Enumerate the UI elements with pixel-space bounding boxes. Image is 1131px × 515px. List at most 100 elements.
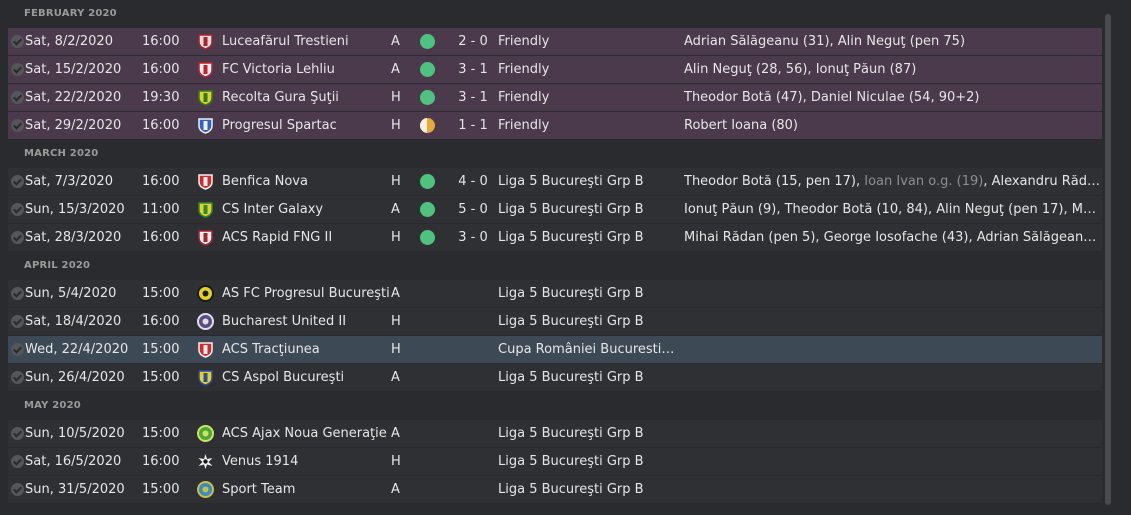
venue-indicator: A [391, 426, 400, 441]
scorer-text: Adrian Sălăgeanu (31), Alin Neguţ (pen 7… [684, 34, 966, 49]
match-date: Sun, 31/5/2020 [25, 482, 125, 497]
match-time: 15:00 [142, 286, 180, 301]
opponent-name[interactable]: AS FC Progresul Bucureşti [222, 286, 390, 301]
competition-name[interactable]: Liga 5 Bucureşti Grp B [498, 370, 644, 385]
result-win-icon [420, 62, 435, 77]
venue-indicator: A [391, 482, 400, 497]
fixture-row[interactable]: Sat, 16/5/2020 16:00 Venus 1914 H Liga 5 Buc… [8, 448, 1102, 475]
match-time: 11:00 [142, 202, 180, 217]
fixture-row[interactable]: Sun, 26/4/2020 15:00 CS Aspol Bucureşti A Li… [8, 364, 1102, 391]
fixtures-list: FEBRUARY 2020 Sat, 8/2/2020 16:00 Luceafăru… [8, 0, 1102, 504]
opponent-name[interactable]: Recolta Gura Şuţii [222, 90, 339, 105]
goal-scorers [684, 420, 1102, 447]
match-score: 5 - 0 [458, 202, 488, 217]
competition-name[interactable]: Friendly [498, 118, 550, 133]
goal-scorers: Ionuţ Păun (9), Theodor Botă (10, 84), A… [684, 196, 1102, 223]
match-score: 1 - 1 [458, 118, 488, 133]
goal-scorers: Theodor Botă (47), Daniel Niculae (54, 9… [684, 84, 1102, 111]
match-time: 15:00 [142, 342, 180, 357]
opponent-name[interactable]: ACS Tracţiunea [222, 342, 320, 357]
opponent-name[interactable]: Progresul Spartac [222, 118, 337, 133]
check-icon [11, 203, 24, 216]
match-date: Wed, 22/4/2020 [25, 342, 129, 357]
result-win-icon [420, 202, 435, 217]
fixture-row[interactable]: Sun, 31/5/2020 15:00 Sport Team A Liga 5 Buc… [8, 476, 1102, 503]
opponent-name[interactable]: ACS Rapid FNG II [222, 230, 333, 245]
match-date: Sat, 16/5/2020 [25, 454, 122, 469]
goal-scorers [684, 336, 1102, 363]
match-time: 16:00 [142, 230, 180, 245]
match-time: 16:00 [142, 314, 180, 329]
competition-name[interactable]: Liga 5 Bucureşti Grp B [498, 454, 644, 469]
check-icon [11, 63, 24, 76]
match-score [448, 364, 498, 391]
match-score [448, 336, 498, 363]
competition-name[interactable]: Liga 5 Bucureşti Grp B [498, 174, 644, 189]
opponent-name[interactable]: CS Inter Galaxy [222, 202, 324, 217]
team-crest-icon [197, 201, 214, 218]
result-win-icon [420, 174, 435, 189]
check-icon [11, 231, 24, 244]
opponent-name[interactable]: Bucharest United II [222, 314, 347, 329]
opponent-name[interactable]: Sport Team [222, 482, 296, 497]
match-score [448, 420, 498, 447]
fixture-row[interactable]: Sun, 15/3/2020 11:00 CS Inter Galaxy A 5 - 0… [8, 196, 1102, 223]
fixture-row[interactable]: Sat, 8/2/2020 16:00 Luceafărul Trestieni A 2… [8, 28, 1102, 55]
competition-name[interactable]: Liga 5 Bucureşti Grp B [498, 426, 644, 441]
competition-name[interactable]: Liga 5 Bucureşti Grp B [498, 482, 644, 497]
team-crest-icon [197, 313, 214, 330]
match-score [448, 476, 498, 503]
opponent-name[interactable]: Venus 1914 [222, 454, 299, 469]
check-icon [11, 455, 24, 468]
goal-scorers [684, 364, 1102, 391]
venue-indicator: A [391, 62, 400, 77]
team-crest-icon [197, 89, 214, 106]
fixture-row[interactable]: Sat, 15/2/2020 16:00 FC Victoria Lehliu A 3 … [8, 56, 1102, 83]
match-time: 16:00 [142, 454, 180, 469]
competition-name[interactable]: Friendly [498, 34, 550, 49]
opponent-name[interactable]: Luceafărul Trestieni [222, 34, 349, 49]
match-time: 15:00 [142, 482, 180, 497]
opponent-name[interactable]: ACS Ajax Noua Generaţie [222, 426, 387, 441]
check-icon [11, 343, 24, 356]
match-date: Sat, 7/3/2020 [25, 174, 113, 189]
competition-name[interactable]: Friendly [498, 62, 550, 77]
team-crest-icon [197, 33, 214, 50]
competition-name[interactable]: Liga 5 Bucureşti Grp B [498, 286, 644, 301]
team-crest-icon [197, 453, 214, 470]
match-time: 16:00 [142, 118, 180, 133]
check-icon [11, 91, 24, 104]
match-time: 16:00 [142, 34, 180, 49]
match-time: 16:00 [142, 62, 180, 77]
competition-name[interactable]: Cupa României Bucuresti Se... [498, 342, 676, 357]
scorer-text: Ionuţ Păun (9), Theodor Botă (10, 84), A… [684, 202, 1102, 217]
goal-scorers: Alin Neguţ (28, 56), Ionuţ Păun (87) [684, 56, 1102, 83]
result-win-icon [420, 230, 435, 245]
scrollbar[interactable] [1105, 14, 1111, 505]
fixture-row[interactable]: Sat, 18/4/2020 16:00 Bucharest United II H L… [8, 308, 1102, 335]
opponent-name[interactable]: FC Victoria Lehliu [222, 62, 335, 77]
goal-scorers [684, 308, 1102, 335]
fixture-row[interactable]: Sat, 7/3/2020 16:00 Benfica Nova H 4 - 0 Liga… [8, 168, 1102, 195]
result-win-icon [420, 34, 435, 49]
fixture-row[interactable]: Wed, 22/4/2020 15:00 ACS Tracţiunea H Cupa R… [8, 336, 1102, 363]
competition-name[interactable]: Friendly [498, 90, 550, 105]
venue-indicator: A [391, 202, 400, 217]
fixture-row[interactable]: Sat, 22/2/2020 19:30 Recolta Gura Şuţii H 3 … [8, 84, 1102, 111]
fixture-row[interactable]: Sun, 10/5/2020 15:00 ACS Ajax Noua Generaţ… [8, 420, 1102, 447]
opponent-name[interactable]: Benfica Nova [222, 174, 308, 189]
competition-name[interactable]: Liga 5 Bucureşti Grp B [498, 202, 644, 217]
goal-scorers: Adrian Sălăgeanu (31), Alin Neguţ (pen 7… [684, 28, 1102, 55]
opponent-name[interactable]: CS Aspol Bucureşti [222, 370, 345, 385]
fixture-row[interactable]: Sat, 29/2/2020 16:00 Progresul Spartac H 1 -… [8, 112, 1102, 139]
fixture-row[interactable]: Sat, 28/3/2020 16:00 ACS Rapid FNG II H 3 - … [8, 224, 1102, 251]
check-icon [11, 483, 24, 496]
goal-scorers: Robert Ioana (80) [684, 112, 1102, 139]
competition-name[interactable]: Liga 5 Bucureşti Grp B [498, 230, 644, 245]
match-date: Sun, 15/3/2020 [25, 202, 125, 217]
fixture-row[interactable]: Sun, 5/4/2020 15:00 AS FC Progresul Bucure… [8, 280, 1102, 307]
venue-indicator: H [391, 230, 401, 245]
competition-name[interactable]: Liga 5 Bucureşti Grp B [498, 314, 644, 329]
venue-indicator: H [391, 90, 401, 105]
goal-scorers [684, 448, 1102, 475]
